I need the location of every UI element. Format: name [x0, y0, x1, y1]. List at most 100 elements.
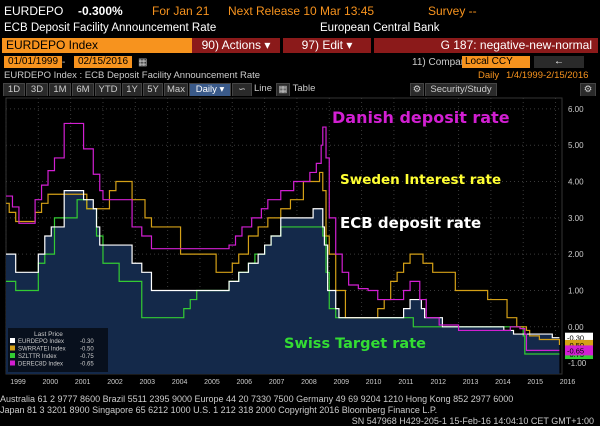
period-6m[interactable]: 6M: [72, 83, 94, 96]
annotation-swrratei: Sweden Interest rate: [340, 172, 501, 188]
y-tick-label: 1.00: [568, 286, 584, 295]
period-3d[interactable]: 3D: [26, 83, 48, 96]
series-line-swrratei: [6, 171, 561, 345]
gear-icon[interactable]: ⚙: [410, 83, 424, 96]
period-toolbar: 1D 3D 1M 6M YTD 1Y 5Y Max Daily ▾ ∽ Line…: [0, 82, 600, 96]
end-tag-eurdepo: [565, 332, 593, 343]
legend-series-value: -0.75: [80, 354, 94, 360]
series-line-derec8d: [6, 122, 560, 351]
end-tags: -0.30-0.50-0.75-0.65: [565, 332, 593, 360]
legend-series-value: -0.50: [80, 347, 94, 353]
period-select[interactable]: Daily ▾: [189, 83, 231, 96]
x-tick-label: 2013: [463, 379, 479, 386]
period-label: Daily: [478, 70, 500, 81]
rate-chart: 6.00 5.00 4.00 3.00 2.00 1.00 0.00 -1.00 1999 20…: [5, 97, 593, 386]
x-tick-label: 2007: [269, 379, 285, 386]
security-study-button[interactable]: Security/Study: [425, 83, 497, 96]
legend-series-name: SWRRATEI Index: [18, 347, 66, 353]
chart-subtitle: EURDEPO Index : ECB Deposit Facility Ann…: [4, 70, 261, 81]
end-tag-swrratei: [565, 339, 593, 350]
y-tick-label: 2.00: [568, 250, 584, 259]
legend-swatch: [10, 360, 15, 366]
ticker-date: For Jan 21: [152, 4, 210, 18]
x-tick-label: 2004: [172, 379, 188, 386]
end-tag-value: -0.65: [567, 346, 584, 355]
ticker-value: -0.300%: [78, 4, 123, 18]
x-tick-label: 1999: [10, 379, 26, 386]
end-date-input[interactable]: 02/15/2016: [74, 56, 133, 68]
legend-swatch: [10, 338, 15, 343]
toolbar: EURDEPO Index 90) Actions ▾ 97) Edit ▾ G…: [0, 37, 600, 55]
subtitle-row: EURDEPO Index : ECB Deposit Facility Ann…: [0, 69, 600, 81]
x-tick-label: 2000: [43, 379, 59, 386]
x-tick-label: 2014: [495, 379, 511, 386]
x-tick-label: 2011: [398, 379, 413, 386]
legend-series-name: EURDEPO Index: [18, 339, 64, 345]
security-input[interactable]: EURDEPO Index: [2, 38, 192, 53]
x-tick-label: 2003: [140, 379, 156, 386]
annotation-eurdepo: ECB deposit rate: [340, 214, 481, 232]
settings-icon[interactable]: ⚙: [580, 83, 596, 96]
chart-type-label[interactable]: Line: [254, 83, 272, 94]
y-tick-label: 3.00: [568, 214, 584, 223]
x-tick-label: 2008: [301, 379, 317, 386]
end-tag-value: -0.30: [567, 334, 584, 343]
legend-swatch: [10, 353, 15, 358]
y-tick-label: -1.00: [568, 359, 587, 368]
legend-swatch: [10, 345, 15, 351]
date-separator-icon: -: [62, 57, 66, 68]
end-tag-derec8d: [565, 345, 593, 356]
line-chart-icon[interactable]: ∽: [232, 83, 252, 96]
source-name: European Central Bank: [320, 22, 440, 34]
next-release: Next Release 10 Mar 13:45: [228, 4, 375, 18]
x-tick-label: 2010: [366, 379, 382, 386]
survey-text: Survey --: [428, 4, 477, 18]
annotation-szlttr: Swiss Target rate: [284, 336, 426, 352]
period-1y[interactable]: 1Y: [122, 83, 142, 96]
table-tab[interactable]: Table: [292, 83, 316, 94]
y-tick-label: 6.00: [568, 105, 584, 114]
edit-menu[interactable]: 97) Edit ▾: [283, 38, 371, 53]
period-1m[interactable]: 1M: [49, 83, 71, 96]
legend-series-value: -0.30: [80, 339, 94, 345]
start-date-input[interactable]: 01/01/1999: [4, 56, 63, 68]
x-tick-label: 2006: [236, 379, 252, 386]
period-max[interactable]: Max: [164, 83, 188, 96]
y-axis: 6.00 5.00 4.00 3.00 2.00 1.00 0.00 -1.00: [568, 105, 587, 368]
ticker-header: EURDEPO -0.300% For Jan 21 Next Release …: [0, 0, 600, 21]
period-ytd[interactable]: YTD: [95, 83, 121, 96]
date-range-row: 01/01/1999 - 02/15/2016 ▦ 11) Compare Lo…: [0, 56, 600, 69]
footer-line-1: Australia 61 2 9777 8600 Brazil 5511 239…: [0, 394, 514, 404]
x-axis: 1999 2000 2001 2002 2003 2004 2005 2006 2007 2008…: [10, 379, 575, 386]
x-tick-label: 2009: [333, 379, 349, 386]
description-row: ECB Deposit Facility Announcement Rate E…: [0, 21, 600, 35]
period-1d[interactable]: 1D: [3, 83, 25, 96]
back-arrow-icon[interactable]: ←: [534, 56, 584, 68]
y-tick-label: 0.00: [568, 323, 584, 332]
period-5y[interactable]: 5Y: [143, 83, 163, 96]
y-tick-label: 4.00: [568, 178, 584, 187]
y-tick-label: 5.00: [568, 141, 584, 150]
ecb-area-fill: [6, 190, 560, 374]
legend-series-name: SZLTTR Index: [18, 354, 57, 360]
table-icon[interactable]: ▦: [276, 83, 290, 96]
x-tick-label: 2002: [107, 379, 123, 386]
chart-name[interactable]: G 187: negative-new-normal: [374, 38, 598, 53]
period-range: 1/4/1999-2/15/2016: [506, 70, 589, 81]
security-description: ECB Deposit Facility Announcement Rate: [4, 22, 217, 34]
footer-line-3: SN 547968 H429-205-1 15-Feb-16 14:04:10 …: [351, 416, 594, 426]
annotation-derec8d: Danish deposit rate: [332, 108, 510, 127]
x-tick-label: 2001: [75, 379, 91, 386]
legend-series-value: -0.65: [80, 362, 94, 368]
legend-series-name: DEREC8D Index: [18, 362, 63, 368]
compare-select[interactable]: Local CCY: [462, 56, 530, 68]
series-line-eurdepo: [6, 190, 560, 339]
compare-label: 11) Compare: [412, 57, 470, 68]
x-tick-label: 2015: [527, 379, 543, 386]
x-tick-label: 2016: [560, 379, 576, 386]
calendar-icon[interactable]: ▦: [138, 57, 148, 68]
x-tick-label: 2005: [204, 379, 220, 386]
actions-menu[interactable]: 90) Actions ▾: [192, 38, 280, 53]
legend-box: [8, 328, 108, 372]
